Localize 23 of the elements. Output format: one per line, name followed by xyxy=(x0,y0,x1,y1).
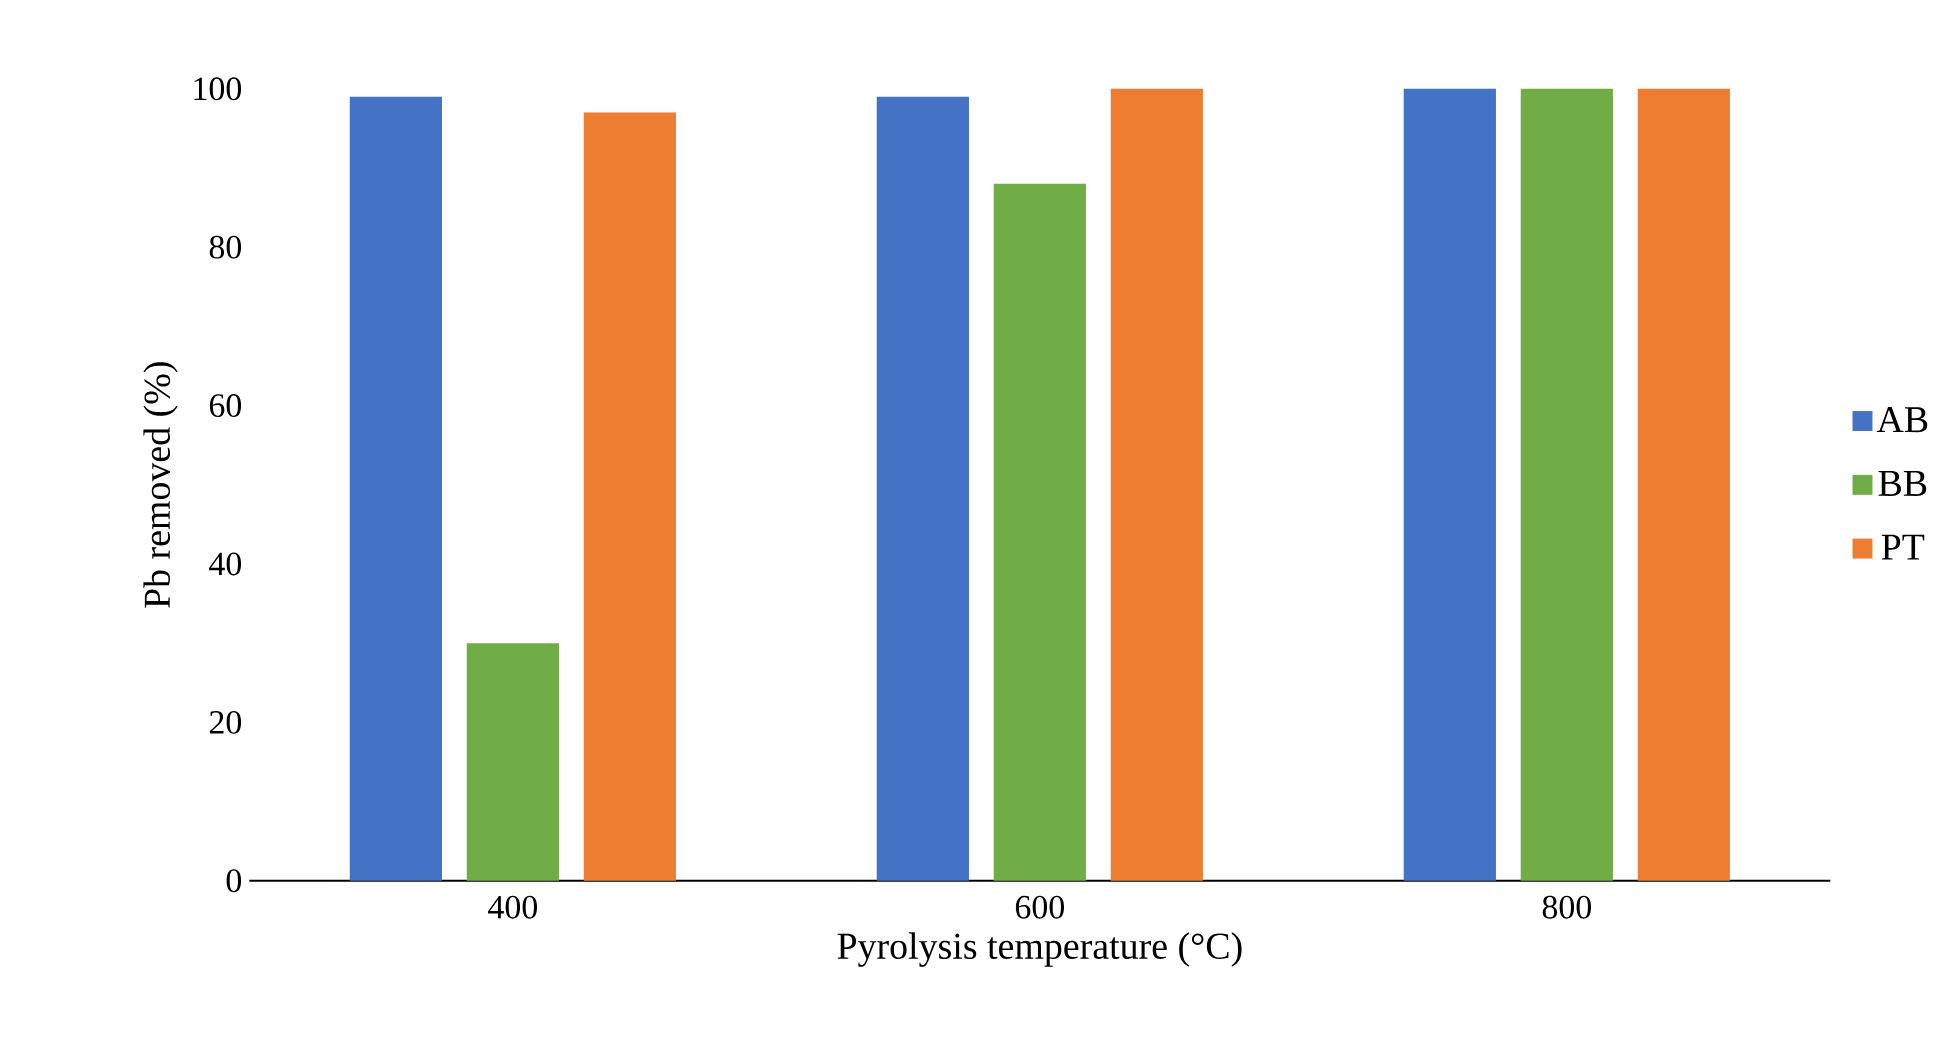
y-tick-label: 100 xyxy=(194,77,242,101)
bar xyxy=(1403,88,1496,881)
bar xyxy=(583,112,676,881)
x-axis-title: Pyrolysis temperature (°C) xyxy=(837,932,1242,967)
y-axis-title: Pb removed (%) xyxy=(143,362,178,608)
y-tick-label: 40 xyxy=(209,552,242,576)
bar xyxy=(1110,88,1203,881)
bar xyxy=(349,96,442,881)
x-tick-label: 400 xyxy=(488,895,538,919)
bar xyxy=(1520,88,1613,881)
y-tick-label: 0 xyxy=(226,869,242,893)
bar xyxy=(466,642,559,881)
y-tick-label: 20 xyxy=(209,710,242,734)
y-tick-label: 80 xyxy=(209,235,242,259)
x-tick-label: 600 xyxy=(1015,895,1064,919)
bar xyxy=(993,183,1086,881)
y-tick-label: 60 xyxy=(209,393,242,417)
legend-label: BB xyxy=(1878,470,1927,496)
legend-label: AB xyxy=(1876,406,1928,433)
bar xyxy=(1637,88,1730,881)
bar xyxy=(876,96,969,881)
x-tick-label: 800 xyxy=(1542,895,1591,919)
legend-label: PT xyxy=(1881,534,1925,560)
